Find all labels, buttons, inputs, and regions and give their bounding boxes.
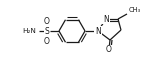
Text: N: N — [95, 26, 101, 36]
Text: O: O — [44, 36, 50, 46]
Text: O: O — [106, 46, 112, 55]
Text: S: S — [45, 26, 49, 36]
Text: O: O — [44, 17, 50, 25]
Text: CH₃: CH₃ — [128, 7, 141, 13]
Text: H₂N: H₂N — [22, 28, 36, 34]
Text: N: N — [103, 15, 109, 23]
